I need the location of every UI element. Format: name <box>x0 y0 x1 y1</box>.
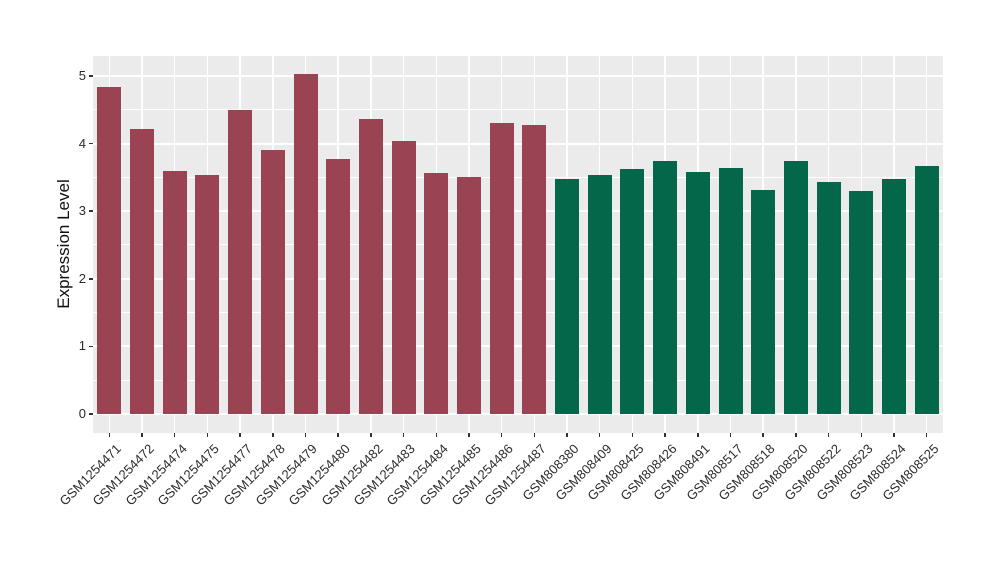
x-tick-mark <box>337 433 339 437</box>
gridline-major <box>93 345 943 348</box>
x-tick-label: GSM1254482 <box>318 441 386 509</box>
x-tick-mark <box>272 433 274 437</box>
x-tick-mark <box>729 433 732 437</box>
x-tick-label: GSM808409 <box>552 441 615 504</box>
bar-GSM808426 <box>653 161 678 414</box>
bar-GSM808380 <box>555 179 580 414</box>
bar-GSM808425 <box>620 169 645 414</box>
x-tick-mark <box>598 433 601 437</box>
bar-GSM808517 <box>718 167 743 414</box>
x-tick-mark <box>925 433 928 437</box>
x-tick-label: GSM808522 <box>780 441 844 504</box>
bar-GSM808491 <box>685 172 710 414</box>
x-tick-mark <box>795 433 797 437</box>
bar-GSM1254474 <box>162 170 187 414</box>
x-tick-label: GSM1254475 <box>154 441 223 509</box>
x-tick-mark <box>173 433 176 437</box>
x-tick-mark <box>304 433 307 437</box>
x-tick-label: GSM808520 <box>748 441 811 504</box>
x-tick-mark <box>860 433 863 437</box>
plot-panel <box>93 56 943 433</box>
bar-GSM1254478 <box>260 149 285 414</box>
x-tick-label: GSM808525 <box>879 441 942 504</box>
x-tick-label: GSM808524 <box>846 441 909 504</box>
x-tick-label: GSM1254487 <box>481 441 549 509</box>
x-tick-mark <box>402 433 405 437</box>
x-tick-label: GSM1254474 <box>122 441 190 509</box>
x-tick-mark <box>108 433 111 437</box>
bar-GSM1254480 <box>326 159 351 414</box>
y-axis-title: Expression Level <box>54 179 73 309</box>
bar-GSM808520 <box>783 160 808 414</box>
x-tick-label: GSM1254480 <box>285 441 353 509</box>
x-tick-mark <box>435 433 438 437</box>
x-tick-mark <box>239 433 241 437</box>
y-tick-label: 0 <box>78 405 86 421</box>
x-tick-label: GSM1254478 <box>220 441 288 509</box>
x-tick-mark <box>893 433 895 437</box>
x-tick-mark <box>762 433 764 437</box>
bar-GSM1254471 <box>97 86 122 414</box>
gridline-major <box>93 75 943 78</box>
x-tick-mark <box>500 433 503 437</box>
x-tick-mark <box>631 433 634 437</box>
x-tick-label: GSM808426 <box>617 441 680 504</box>
x-tick-label: GSM1254477 <box>187 441 255 509</box>
gridline-minor <box>93 176 943 178</box>
x-tick-mark <box>827 433 830 437</box>
bar-GSM1254485 <box>456 176 481 414</box>
gridline-minor <box>93 109 943 111</box>
x-tick-label: GSM808491 <box>650 441 713 504</box>
bar-GSM1254472 <box>130 129 155 414</box>
y-tick-label: 5 <box>78 68 86 84</box>
x-tick-label: GSM808523 <box>813 441 876 504</box>
bar-GSM808524 <box>881 178 906 414</box>
gridline-major <box>93 412 943 415</box>
bar-GSM1254483 <box>391 140 416 414</box>
x-tick-mark <box>533 433 536 437</box>
x-tick-mark <box>141 433 143 437</box>
x-tick-label: GSM1254472 <box>89 441 157 509</box>
y-tick-label: 4 <box>78 135 86 151</box>
gridline-minor <box>93 379 943 381</box>
x-tick-mark <box>566 433 568 437</box>
y-tick-label: 1 <box>78 338 86 354</box>
x-tick-mark <box>370 433 372 437</box>
x-tick-label: GSM808380 <box>519 441 582 504</box>
gridline-major <box>93 277 943 280</box>
bar-GSM1254479 <box>293 74 318 414</box>
bar-GSM808522 <box>816 182 841 414</box>
x-tick-label: GSM1254485 <box>416 441 484 509</box>
x-tick-mark <box>697 433 699 437</box>
x-tick-label: GSM808517 <box>682 441 746 504</box>
bar-GSM1254482 <box>358 118 383 414</box>
x-tick-label: GSM1254484 <box>383 441 451 509</box>
bar-GSM808523 <box>849 190 874 414</box>
x-tick-label: GSM1254471 <box>56 441 124 509</box>
x-tick-label: GSM808425 <box>584 441 648 504</box>
bar-GSM808409 <box>587 174 612 414</box>
gridline-minor <box>93 244 943 246</box>
bar-GSM1254484 <box>424 172 449 414</box>
bar-GSM1254477 <box>228 109 253 414</box>
x-tick-label: GSM1254483 <box>350 441 419 509</box>
x-tick-label: GSM1254479 <box>252 441 321 509</box>
x-tick-label: GSM1254486 <box>448 441 517 509</box>
gridline-major <box>93 210 943 213</box>
bar-GSM1254486 <box>489 123 514 414</box>
x-tick-label: GSM808518 <box>715 441 778 504</box>
x-tick-mark <box>206 433 209 437</box>
bar-GSM1254487 <box>522 125 547 414</box>
x-tick-mark <box>468 433 470 437</box>
bar-GSM1254475 <box>195 175 220 414</box>
gridline-major <box>93 142 943 145</box>
x-tick-mark <box>664 433 666 437</box>
bar-GSM808525 <box>914 165 939 414</box>
gridline-minor <box>93 312 943 314</box>
bar-GSM808518 <box>751 189 776 414</box>
